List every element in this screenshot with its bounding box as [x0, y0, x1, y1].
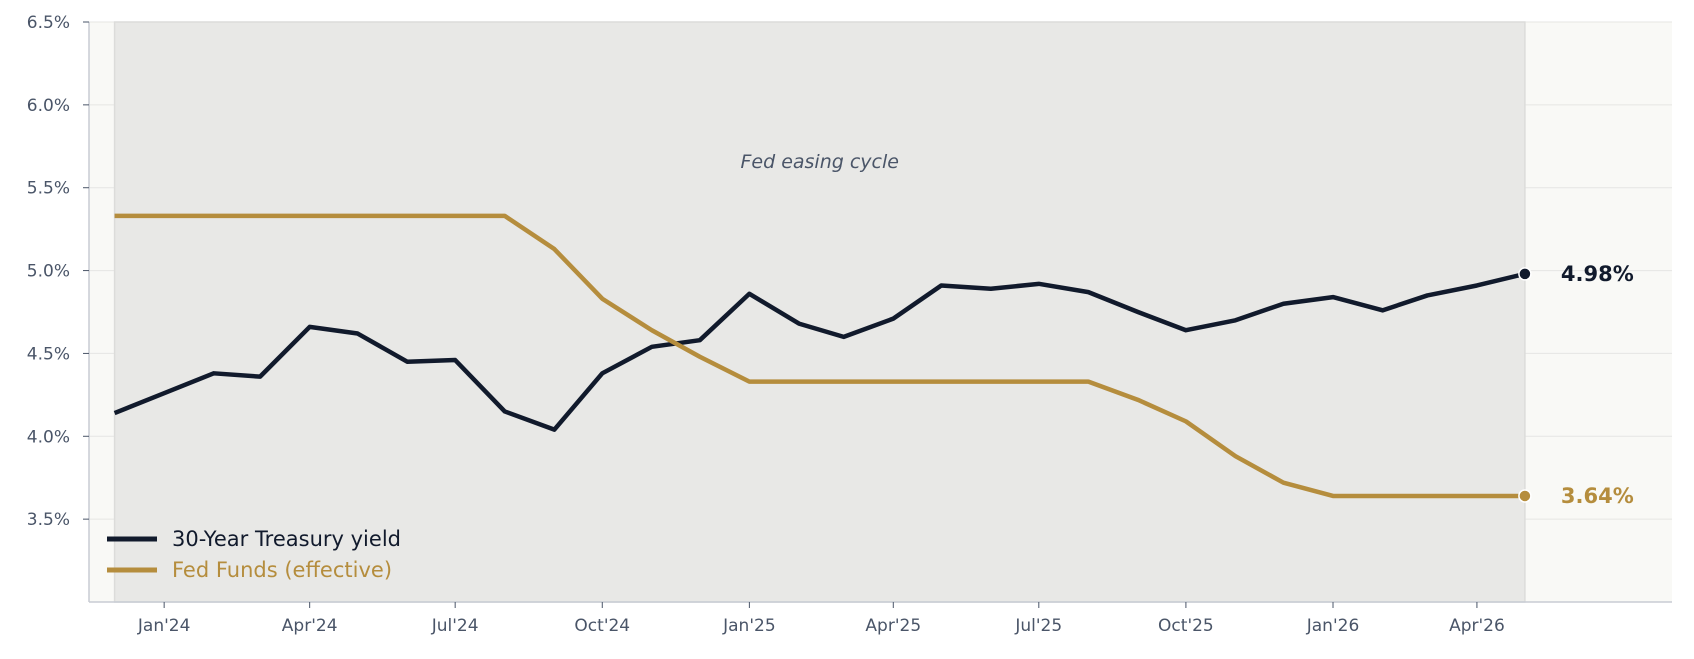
end-point-treasury [1518, 267, 1532, 281]
axes [88, 22, 1672, 603]
end-value-label-treasury: 4.98% [1561, 262, 1634, 286]
x-tick-label: Oct'24 [574, 616, 630, 636]
x-tick-label: Jan'26 [1306, 616, 1360, 636]
easing-cycle-shade [113, 21, 1526, 603]
x-tick-label: Apr'26 [1449, 616, 1505, 636]
y-tick-label: 4.0% [27, 427, 70, 447]
series-lines [113, 213, 1532, 503]
y-axis-ticks: 3.5% 4.0% 4.5% 5.0% 5.5% 6.0% 6.5% [27, 13, 89, 530]
y-tick-label: 6.0% [27, 96, 70, 116]
x-tick-label: Apr'25 [865, 616, 921, 636]
x-tick-label: Jul'25 [1014, 616, 1062, 636]
x-tick-label: Jan'25 [722, 616, 776, 636]
x-tick-label: Apr'24 [282, 616, 338, 636]
y-tick-label: 4.5% [27, 344, 70, 364]
legend-label-fed-funds: Fed Funds (effective) [172, 558, 392, 582]
legend: 30-Year Treasury yield Fed Funds (effect… [107, 527, 401, 582]
x-axis-ticks: Jan'24 Apr'24 Jul'24 Oct'24 Jan'25 Apr'25 Jul'… [137, 602, 1505, 636]
x-tick-label: Jan'24 [137, 616, 191, 636]
series-line-treasury [113, 271, 1526, 432]
end-point-fed-funds [1518, 489, 1532, 503]
y-tick-label: 6.5% [27, 13, 70, 33]
x-tick-label: Jul'24 [431, 616, 479, 636]
y-tick-label: 5.5% [27, 179, 70, 199]
legend-label-treasury: 30-Year Treasury yield [172, 527, 401, 551]
easing-cycle-label: Fed easing cycle [740, 151, 898, 173]
x-tick-label: Oct'25 [1158, 616, 1214, 636]
y-tick-label: 3.5% [27, 510, 70, 530]
y-tick-label: 5.0% [27, 262, 70, 282]
end-value-label-fed-funds: 3.64% [1561, 484, 1634, 508]
end-value-labels: 4.98% 3.64% [1561, 262, 1634, 508]
series-line-fed-funds [114, 213, 1525, 499]
